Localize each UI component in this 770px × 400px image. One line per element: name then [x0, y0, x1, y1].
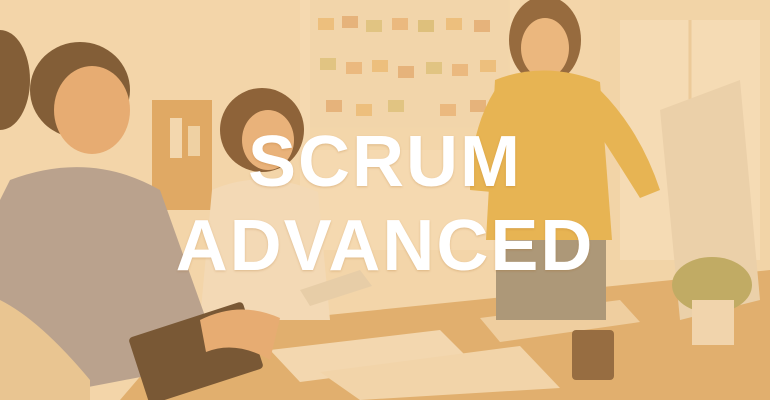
plant: [672, 257, 752, 313]
seated-woman-figure: [200, 88, 372, 320]
sticky-notes-board: [310, 0, 510, 150]
presenter-figure: [470, 0, 660, 320]
title-line-scrum: SCRUM: [248, 122, 522, 202]
foreground-person-figure: [0, 30, 90, 400]
coffee-mug: [572, 330, 614, 380]
seated-man-figure: [0, 42, 280, 400]
banner-title: SCRUM ADVANCED: [0, 120, 770, 288]
monitor: [660, 80, 760, 320]
title-line-advanced: ADVANCED: [175, 206, 595, 286]
